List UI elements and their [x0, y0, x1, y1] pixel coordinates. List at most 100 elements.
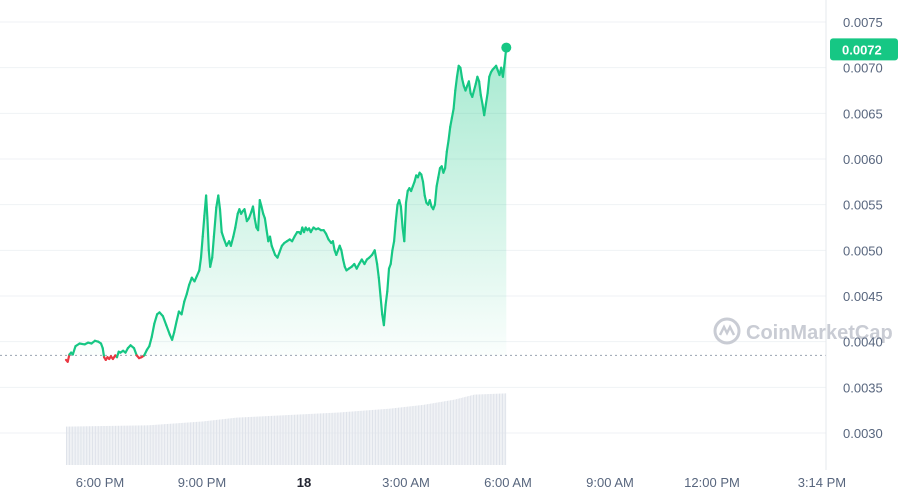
- volume-bar: [474, 394, 476, 465]
- volume-bar: [313, 413, 315, 465]
- volume-bar: [352, 411, 354, 465]
- volume-bar: [154, 424, 156, 465]
- volume-bar: [396, 407, 398, 465]
- price-line-segment: [373, 249, 379, 266]
- volume-bar: [491, 393, 493, 465]
- volume-bar: [165, 424, 167, 465]
- volume-bar: [414, 405, 416, 465]
- volume-bar: [229, 418, 231, 465]
- volume-bar: [286, 415, 288, 465]
- price-line-segment: [342, 258, 346, 268]
- volume-bar: [93, 426, 95, 465]
- price-line-segment: [218, 208, 223, 234]
- price-line-segment: [161, 315, 168, 327]
- volume-bar: [486, 394, 488, 465]
- price-line-segment: [101, 347, 106, 359]
- price-line-segment: [205, 194, 209, 220]
- price-line-segment: [132, 347, 138, 357]
- volume-bar: [463, 397, 465, 465]
- volume-bar: [131, 425, 133, 465]
- volume-bar: [124, 425, 126, 465]
- volume-bar: [136, 425, 138, 465]
- volume-bar: [442, 401, 444, 465]
- price-line-segment: [263, 217, 268, 232]
- volume-bar: [316, 413, 318, 465]
- price-line-segment: [461, 77, 465, 88]
- price-line-segment: [403, 201, 408, 243]
- volume-bar: [142, 425, 144, 465]
- volume-bar: [497, 393, 499, 465]
- volume-bar: [168, 423, 170, 465]
- volume-bar: [260, 416, 262, 465]
- volume-bar: [318, 413, 320, 465]
- volume-bar: [310, 413, 312, 465]
- y-tick-label: 0.0030: [843, 426, 883, 441]
- volume-bar: [182, 422, 184, 465]
- price-line-segment: [404, 189, 409, 204]
- current-price-badge: 0.0072: [830, 38, 898, 61]
- volume-bar: [75, 426, 77, 465]
- price-line-segment: [382, 304, 387, 327]
- price-line-segment: [433, 185, 438, 206]
- volume-bar: [145, 425, 147, 465]
- price-line-segment: [198, 256, 203, 272]
- price-line-segment: [217, 194, 222, 211]
- volume-bar: [81, 426, 83, 465]
- volume-bar: [166, 423, 168, 465]
- volume-bar: [69, 426, 71, 465]
- y-tick-label: 0.0055: [843, 198, 883, 213]
- volume-bar: [257, 416, 259, 465]
- volume-bar: [170, 423, 172, 465]
- volume-bar: [196, 421, 198, 465]
- price-line-segment: [484, 92, 489, 106]
- volume-bar: [209, 420, 211, 465]
- price-line-segment: [435, 176, 440, 188]
- volume-bar: [355, 411, 357, 465]
- volume-bar: [440, 401, 442, 465]
- volume-bar: [241, 417, 243, 465]
- volume-bar: [153, 424, 155, 465]
- volume-bar: [434, 402, 436, 465]
- x-tick-label: 3:14 PM: [798, 475, 846, 490]
- volume-bar: [102, 426, 104, 465]
- x-axis-ticks: 6:00 PM 9:00 PM 18 3:00 AM 6:00 AM 9:00 AM 12:…: [76, 475, 846, 490]
- volume-bar: [401, 407, 403, 465]
- volume-bar: [359, 410, 361, 465]
- price-line-segment: [447, 125, 452, 142]
- volume-bar: [243, 417, 245, 465]
- volume-bar: [177, 423, 179, 465]
- volume-bar: [407, 406, 409, 465]
- volume-bar: [113, 425, 115, 465]
- volume-bar: [159, 424, 161, 465]
- volume-bar: [477, 394, 479, 465]
- price-area-fill: [66, 47, 507, 356]
- price-line-segment: [472, 82, 477, 92]
- volume-bar: [344, 412, 346, 465]
- volume-bar: [293, 414, 295, 465]
- volume-bar: [261, 416, 263, 465]
- volume-bar: [280, 415, 282, 465]
- volume-bar: [200, 421, 202, 465]
- volume-bar: [202, 421, 204, 465]
- volume-bar: [197, 421, 199, 465]
- volume-bar: [330, 412, 332, 465]
- price-line-segment: [454, 75, 459, 92]
- volume-bar: [342, 412, 344, 465]
- price-line-segment: [449, 116, 453, 129]
- volume-bar: [341, 412, 343, 465]
- volume-bar: [368, 410, 370, 465]
- volume-bar: [335, 412, 337, 465]
- volume-bar: [92, 426, 94, 465]
- volume-bar: [258, 416, 260, 465]
- volume-bar: [339, 412, 341, 465]
- volume-bar: [365, 410, 367, 465]
- volume-bar: [105, 425, 107, 465]
- volume-bar: [443, 401, 445, 465]
- volume-bar: [347, 411, 349, 465]
- y-axis-ticks: 0.0075 0.0070 0.0065 0.0060 0.0055 0.0050 0.00…: [843, 15, 883, 441]
- volume-bar: [116, 425, 118, 465]
- price-line-segment: [398, 199, 402, 208]
- price-line-segment: [268, 235, 273, 247]
- price-line-segment: [173, 320, 178, 334]
- volume-bar: [469, 395, 471, 465]
